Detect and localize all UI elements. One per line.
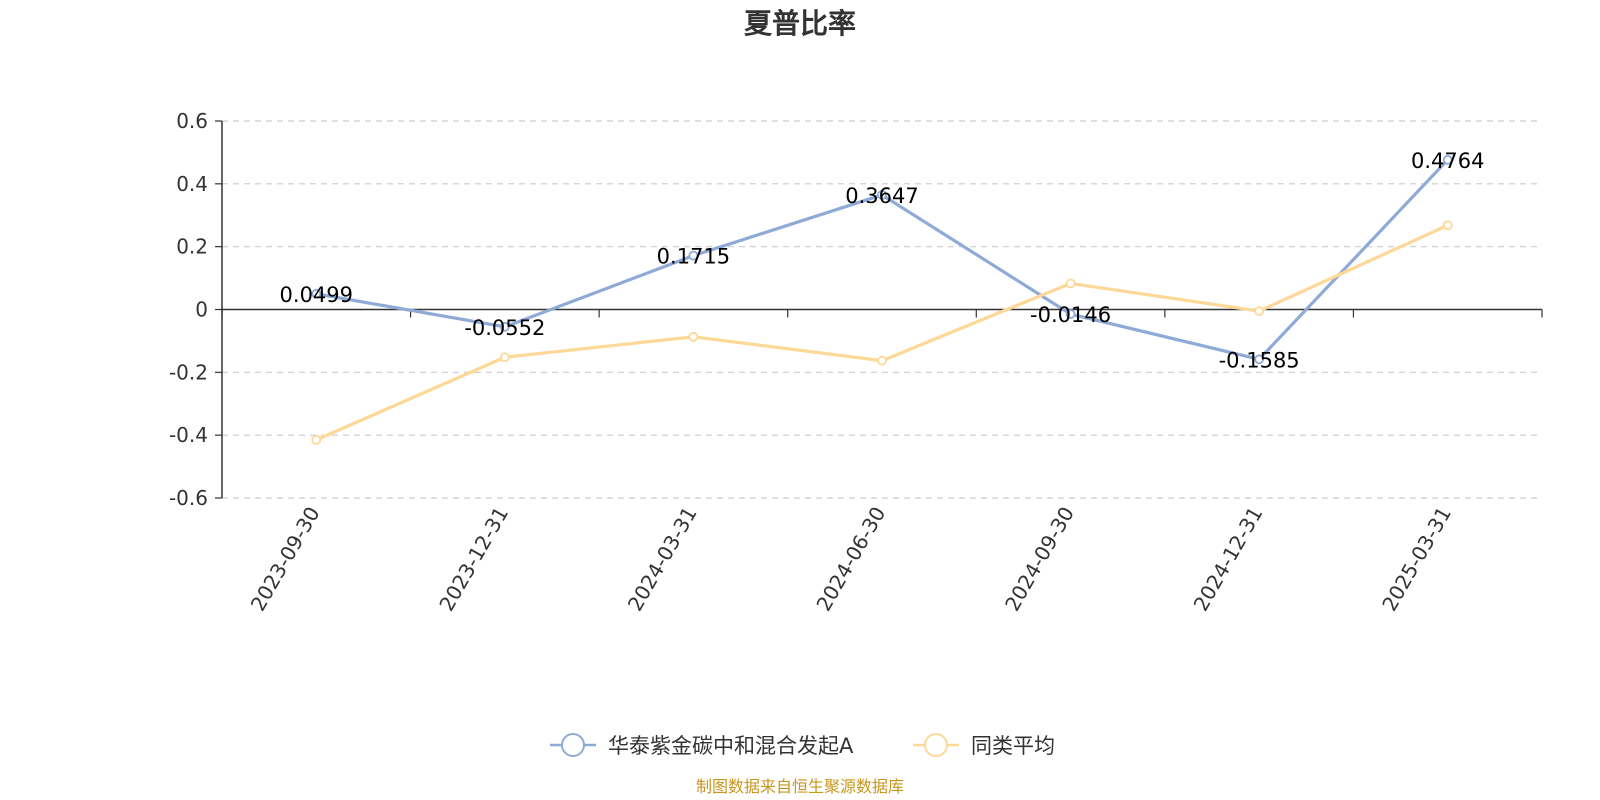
series-point-1	[1254, 306, 1265, 316]
x-tick-label: 2025-03-31	[1377, 503, 1456, 616]
series-point-1	[311, 434, 322, 445]
data-label: 0.3647	[845, 184, 918, 208]
series-point-0	[1442, 154, 1453, 165]
y-tick-label: 0.2	[176, 235, 208, 259]
data-label: -0.0146	[1030, 303, 1111, 327]
series-point-0	[688, 250, 699, 261]
series-point-0	[499, 321, 510, 332]
series-point-1	[688, 331, 699, 342]
series-point-1	[877, 355, 887, 366]
x-tick-label: 2023-12-31	[434, 503, 513, 616]
legend-circle-icon	[924, 733, 948, 757]
series-lines	[311, 154, 1453, 445]
y-tick-label: -0.2	[169, 360, 208, 384]
series-point-0	[311, 288, 322, 299]
y-tick-label: -0.6	[169, 486, 208, 510]
x-tick-label: 2024-03-31	[623, 503, 702, 616]
data-label: -0.1585	[1219, 348, 1300, 372]
data-label: 0.0499	[280, 283, 353, 307]
data-label: -0.0552	[464, 316, 545, 340]
legend-circle-icon	[561, 733, 585, 757]
data-label: 0.1715	[657, 245, 730, 269]
legend-item-1: 同类平均	[913, 733, 1055, 758]
source-note: 制图数据来自恒生聚源数据库	[696, 777, 904, 796]
x-tick-label: 2024-06-30	[811, 503, 890, 616]
x-tick-label: 2024-09-30	[1000, 503, 1079, 616]
legend: 华泰紫金碳中和混合发起A 同类平均	[550, 733, 1055, 758]
series-point-0	[1254, 354, 1265, 365]
series-point-1	[1442, 220, 1453, 231]
grid-lines	[222, 120, 1542, 499]
series-point-1	[1065, 278, 1076, 289]
series-point-0	[1065, 309, 1076, 319]
x-tick-label: 2023-09-30	[246, 503, 325, 616]
data-label: 0.4764	[1411, 149, 1484, 173]
series-point-1	[499, 352, 510, 363]
y-tick-label: 0.4	[176, 172, 208, 196]
legend-item-0: 华泰紫金碳中和混合发起A	[550, 733, 854, 758]
legend-label: 同类平均	[971, 734, 1055, 758]
legend-label: 华泰紫金碳中和混合发起A	[608, 734, 854, 758]
y-tick-label: 0	[195, 298, 208, 322]
series-point-0	[877, 190, 887, 200]
x-tick-label: 2024-12-31	[1189, 503, 1268, 616]
y-tick-label: -0.4	[169, 423, 208, 447]
y-tick-label: 0.6	[176, 109, 208, 133]
data-labels: 0.0499 -0.0552 0.1715 0.3647 -0.0146 -0.1585 0…	[280, 149, 1485, 372]
chart-title: 夏普比率	[744, 7, 856, 40]
